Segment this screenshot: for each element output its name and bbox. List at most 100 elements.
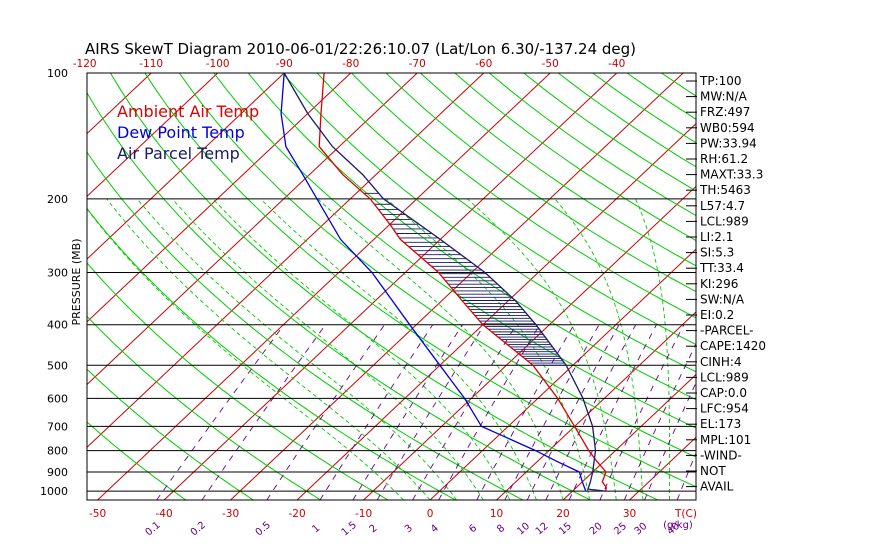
index-entry: AVAIL: [700, 480, 734, 494]
top-temp-tick-label: -110: [139, 58, 163, 70]
plot-frame: [86, 72, 697, 501]
index-entry: LCL:989: [700, 214, 749, 228]
isotherm-line: [97, 73, 551, 500]
dry-adiabat-line: [420, 73, 696, 267]
index-entry: TH:5463: [699, 183, 751, 197]
index-entry: -PARCEL-: [700, 324, 754, 338]
mixing-ratio-line: [623, 343, 696, 500]
bottom-temp-tick-label: 0: [427, 508, 434, 520]
moist-adiabat-line: [554, 198, 644, 500]
dry-adiabat-line: [454, 73, 696, 242]
top-temp-tick-label: -70: [409, 58, 426, 70]
dry-adiabat-line: [87, 262, 389, 500]
moist-adiabat-line: [260, 198, 537, 500]
isotherm-line: [87, 73, 285, 260]
pressure-tick-label: 500: [47, 359, 68, 372]
top-temp-tick-label: -120: [73, 58, 97, 70]
mixing-ratio-label: 0.5: [254, 520, 273, 539]
ambient-temp-line: [318, 73, 607, 492]
mixing-ratio-label: 0.2: [189, 520, 208, 539]
mixing-ratio-line: [438, 324, 541, 500]
dry-adiabat-line: [144, 73, 696, 488]
top-temp-tick-label: -80: [342, 58, 359, 70]
dry-adiabat-line: [109, 73, 659, 500]
moist-adiabat-line: [635, 198, 671, 500]
isotherm-line: [87, 73, 219, 197]
isotherm-line: [163, 73, 618, 500]
isotherm-line: [429, 248, 696, 500]
bottom-temp-tick-label: 10: [490, 508, 503, 520]
dry-adiabat-line: [87, 368, 254, 500]
mixing-ratio-line: [376, 324, 485, 500]
top-temp-tick-label: -50: [542, 58, 559, 70]
bottom-temp-tick-label: -40: [155, 508, 172, 520]
pressure-tick-label: 300: [47, 267, 68, 280]
pressure-tick-label: 600: [47, 392, 68, 405]
mixing-ratio-label: 10: [515, 521, 532, 538]
index-entry: WB0:594: [700, 121, 755, 135]
moist-adiabat-line: [136, 198, 458, 500]
index-entry: CAP:0.0: [700, 386, 747, 400]
isotherm-line: [230, 73, 684, 500]
mixing-ratio-line: [568, 324, 657, 500]
index-entry: RH:61.2: [700, 152, 748, 166]
dry-adiabat-line: [87, 315, 321, 500]
mixing-ratio-label: 20: [588, 521, 605, 538]
mixing-ratio-line: [526, 324, 620, 500]
top-temp-tick-label: -40: [608, 58, 625, 70]
moist-adiabat-line: [386, 198, 591, 500]
moist-adiabat-line: [317, 198, 564, 500]
index-entry: FRZ:497: [700, 105, 750, 119]
dry-adiabat-line: [385, 73, 696, 293]
top-temp-tick-label: -60: [475, 58, 492, 70]
index-entry: EL:173: [700, 417, 741, 431]
index-entry: TP:100: [699, 74, 742, 88]
dry-adiabat-line: [316, 73, 696, 346]
dry-adiabat-line: [87, 151, 524, 500]
mixing-ratio-label: 1.5: [340, 520, 359, 539]
dry-adiabat-line: [488, 73, 696, 217]
dry-adiabat-line: [87, 421, 187, 500]
bottom-temp-tick-label: 30: [623, 508, 636, 520]
index-entry: SI:5.3: [700, 246, 734, 260]
dry-adiabat-line: [178, 73, 696, 458]
dry-adiabat-line: [87, 91, 591, 500]
mixing-ratio-label: 6: [467, 523, 479, 536]
mixing-ratio-line: [599, 324, 685, 500]
mixing-ratio-line: [504, 324, 600, 500]
pressure-tick-label: 1000: [40, 485, 68, 498]
plot-area: [87, 73, 696, 500]
mixing-ratio-label: 8: [495, 523, 507, 536]
mixing-ratio-label: 25: [612, 521, 629, 538]
top-temp-tick-label: -100: [206, 58, 230, 70]
mixing-ratio-line: [201, 324, 326, 500]
bottom-temp-tick-label: -50: [89, 508, 106, 520]
isotherm-line: [496, 311, 696, 500]
index-entry: MAXT:33.3: [700, 168, 763, 182]
mixing-ratio-label: 1: [310, 523, 322, 536]
isotherm-line: [87, 73, 418, 386]
dry-adiabat-line: [247, 73, 696, 401]
dry-adiabat-line: [351, 73, 696, 319]
bottom-temp-tick-label: -20: [288, 508, 305, 520]
index-entry: MW:N/A: [700, 90, 748, 104]
mixing-ratio-label: 3: [403, 523, 415, 536]
mixing-ratio-line: [644, 381, 696, 500]
parcel-temp-line: [283, 73, 606, 492]
moist-adiabat-line: [171, 198, 484, 500]
axes: 1002003004005006007008009001000PRESSURE …: [40, 58, 697, 538]
mixing-ratio-label: 30: [633, 521, 650, 538]
bottom-temp-tick-label: -10: [355, 508, 372, 520]
index-entry: LFC:954: [700, 402, 749, 416]
mixing-ratio-label: 12: [534, 521, 551, 538]
top-temp-tick-label: -90: [276, 58, 293, 70]
index-entry: NOT: [700, 464, 726, 478]
pressure-tick-label: 900: [47, 466, 68, 479]
mixing-ratio-line: [266, 324, 385, 500]
pressure-tick-label: 700: [47, 420, 68, 433]
pressure-tick-label: 100: [47, 67, 68, 80]
mixing-ratio-line: [476, 324, 575, 500]
index-entry: -WIND-: [700, 448, 742, 462]
